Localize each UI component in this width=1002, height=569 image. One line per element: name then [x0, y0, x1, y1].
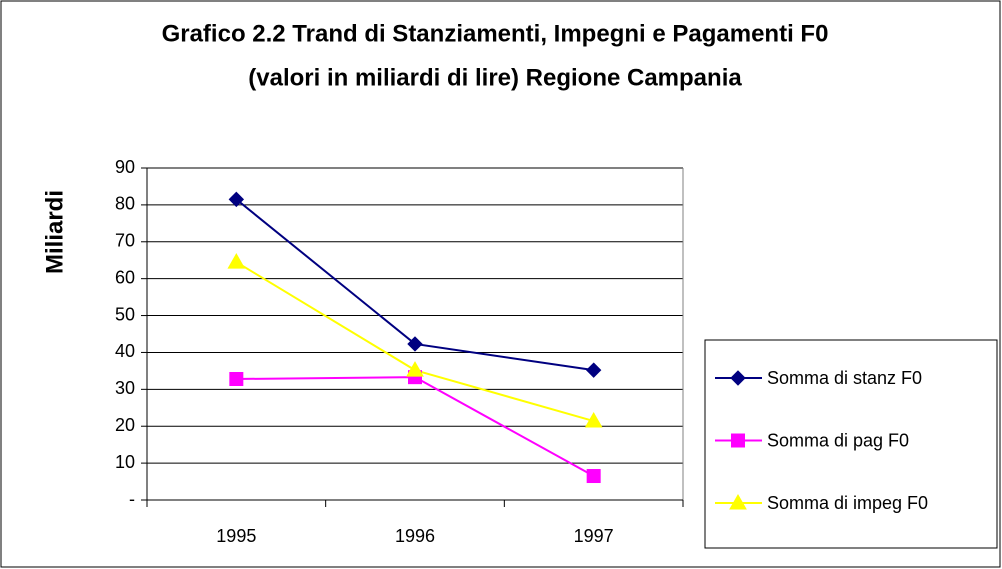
y-tick-label: 10	[115, 452, 135, 472]
x-tick-label: 1997	[574, 526, 614, 546]
chart-title: Grafico 2.2 Trand di Stanziamenti, Impeg…	[162, 20, 829, 47]
point	[729, 493, 747, 510]
y-tick-label: 60	[115, 267, 135, 287]
point	[584, 412, 603, 428]
x-tick-label: 1996	[395, 526, 435, 546]
point	[586, 469, 601, 484]
y-tick-label: 80	[115, 194, 135, 214]
legend-label: Somma di impeg F0	[767, 493, 928, 513]
y-tick-label: 70	[115, 231, 135, 251]
point	[228, 191, 245, 208]
point	[227, 253, 246, 269]
y-tick-label: 50	[115, 304, 135, 324]
point	[406, 361, 424, 377]
y-tick-label: -	[129, 489, 135, 509]
point	[229, 372, 244, 387]
point	[730, 370, 746, 386]
y-tick-label: 90	[115, 157, 135, 177]
legend-box	[704, 339, 998, 549]
x-tick-label: 1995	[216, 526, 256, 546]
y-axis-label: Miliardi	[41, 190, 68, 274]
y-tick-label: 40	[115, 341, 135, 361]
legend-label: Somma di stanz F0	[767, 368, 922, 388]
point	[731, 433, 745, 448]
chart-subtitle: (valori in miliardi di lire) Regione Cam…	[248, 64, 742, 91]
point	[407, 336, 423, 352]
point	[585, 362, 602, 378]
y-tick-label: 20	[115, 415, 135, 435]
y-tick-label: 30	[115, 378, 135, 398]
legend-label: Somma di pag F0	[767, 430, 909, 450]
